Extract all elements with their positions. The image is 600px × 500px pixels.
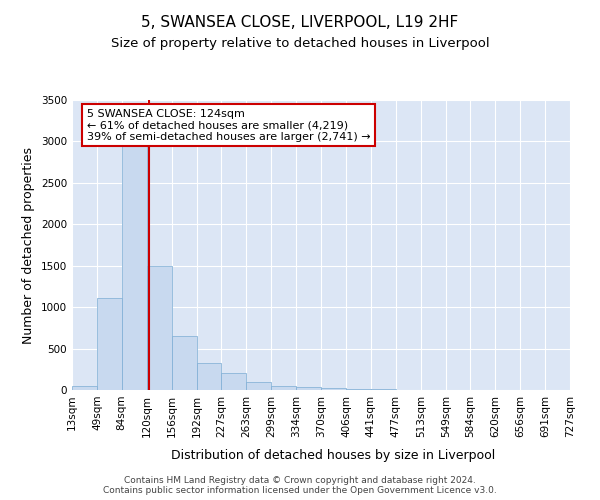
Bar — [221, 374, 247, 390]
Text: 5 SWANSEA CLOSE: 124sqm
← 61% of detached houses are smaller (4,219)
39% of semi: 5 SWANSEA CLOSE: 124sqm ← 61% of detache… — [87, 108, 371, 142]
Bar — [122, 146, 146, 390]
Bar — [321, 388, 346, 390]
Bar — [72, 386, 97, 390]
Text: 5, SWANSEA CLOSE, LIVERPOOL, L19 2HF: 5, SWANSEA CLOSE, LIVERPOOL, L19 2HF — [142, 15, 458, 30]
Bar — [97, 298, 122, 390]
Bar — [296, 387, 321, 390]
Bar — [172, 336, 197, 390]
Bar — [146, 266, 172, 390]
Text: Size of property relative to detached houses in Liverpool: Size of property relative to detached ho… — [110, 38, 490, 51]
Y-axis label: Number of detached properties: Number of detached properties — [22, 146, 35, 344]
Text: Distribution of detached houses by size in Liverpool: Distribution of detached houses by size … — [171, 448, 495, 462]
Bar — [371, 389, 395, 390]
Bar — [247, 382, 271, 390]
Bar — [271, 386, 296, 390]
Bar — [197, 362, 221, 390]
Text: Contains HM Land Registry data © Crown copyright and database right 2024.
Contai: Contains HM Land Registry data © Crown c… — [103, 476, 497, 495]
Bar — [346, 389, 371, 390]
